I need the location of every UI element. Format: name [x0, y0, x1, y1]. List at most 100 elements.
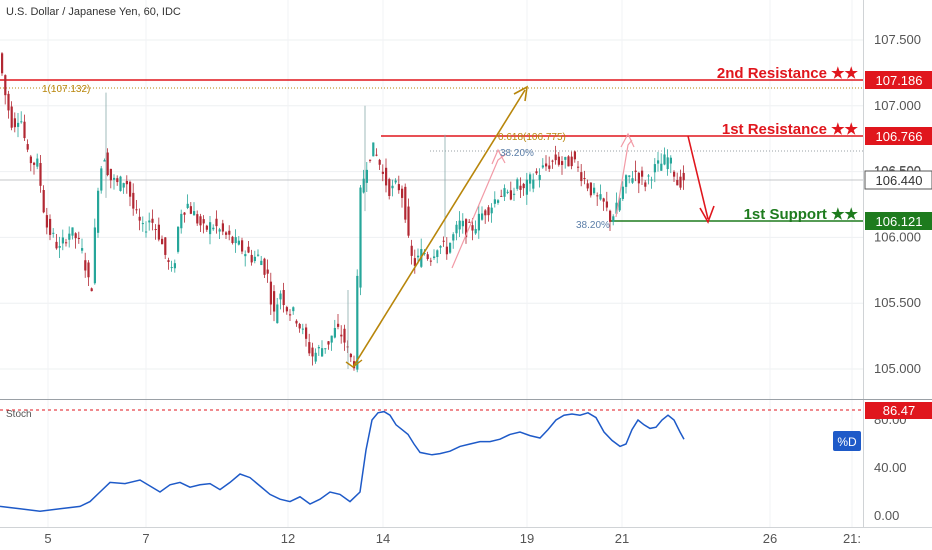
candle-body — [170, 267, 173, 269]
time-tick-label: 21: — [843, 531, 861, 546]
candle-body — [151, 218, 154, 223]
candle-body — [481, 213, 484, 220]
candle-body — [209, 222, 212, 235]
candle-body — [36, 158, 39, 167]
candle-body — [202, 219, 205, 224]
candle-body — [253, 256, 256, 262]
candle-body — [100, 168, 103, 191]
candle-body — [58, 245, 61, 248]
candle-body — [154, 229, 157, 231]
price-axis: 107.500107.000106.500106.000105.500105.0… — [874, 32, 921, 376]
candle-body — [442, 240, 445, 242]
candle-body — [157, 224, 160, 240]
candle-body — [87, 262, 90, 278]
candle-body — [167, 260, 170, 262]
candle-body — [337, 323, 340, 327]
candle-body — [42, 190, 45, 213]
candle-body — [385, 167, 388, 186]
candle-body — [532, 179, 535, 189]
candle-body — [458, 220, 461, 230]
downside-arrow-head — [699, 205, 715, 224]
candle-body — [4, 75, 7, 96]
downside-arrow-line — [687, 135, 709, 220]
candle-body — [81, 248, 84, 251]
candle-body — [461, 220, 464, 227]
candle-body — [653, 164, 656, 173]
candle-body — [125, 180, 128, 185]
candle-body — [583, 177, 586, 179]
candle-body — [20, 121, 23, 123]
candle-body — [369, 159, 372, 161]
candle-body — [301, 328, 304, 330]
candle-body — [349, 353, 352, 358]
candle-body — [193, 211, 196, 216]
candle-body — [554, 154, 557, 161]
stoch-label: Stoch — [6, 409, 32, 420]
price-tick-label: 107.500 — [874, 32, 921, 47]
fib-extension-arrow-line — [352, 89, 526, 368]
candle-body — [327, 341, 330, 345]
candle-body — [570, 156, 573, 167]
candle-body — [625, 175, 628, 187]
candle-body — [666, 157, 669, 170]
price-tick-label: 106.000 — [874, 229, 921, 244]
candle-body — [173, 263, 176, 269]
candle-body — [212, 227, 215, 230]
candle-body — [106, 152, 109, 176]
candle-body — [103, 160, 106, 162]
candle-body — [484, 210, 487, 216]
candle-body — [596, 195, 599, 197]
candle-body — [285, 307, 288, 312]
pink-projection-path-1 — [451, 153, 507, 269]
candle-body — [500, 195, 503, 197]
candle-body — [493, 199, 496, 204]
candle-body — [129, 181, 132, 197]
candle-body — [557, 156, 560, 165]
candle-body — [189, 206, 192, 214]
candle-body — [7, 93, 10, 111]
candle-body — [647, 175, 650, 177]
candle-body — [263, 258, 266, 275]
candle-body — [381, 171, 384, 174]
candle-body — [61, 237, 64, 244]
second-resistance-label: 2nd Resistance ★★ — [717, 65, 859, 82]
candle-body — [561, 161, 564, 165]
candle-body — [580, 172, 583, 182]
candle-body — [593, 187, 596, 194]
candle-body — [388, 179, 391, 196]
candle-body — [77, 237, 80, 239]
candle-body — [545, 163, 548, 167]
candle-body — [292, 307, 295, 312]
candle-body — [525, 179, 528, 195]
candle-body — [468, 221, 471, 223]
stoch-tick-label: 40.00 — [874, 460, 907, 475]
stoch-d-line — [0, 410, 685, 512]
candle-body — [679, 176, 682, 188]
candle-body — [84, 260, 87, 271]
candle-body — [273, 291, 276, 312]
candle-body — [250, 254, 253, 263]
first-support-label: 1st Support ★★ — [744, 206, 859, 223]
second-resistance-price: 107.186 — [876, 73, 923, 88]
candle-body — [365, 169, 368, 183]
percent-d-badge[interactable]: %D — [833, 431, 861, 451]
candle-body — [513, 193, 516, 195]
candle-body — [119, 176, 122, 191]
first-resistance-label: 1st Resistance ★★ — [722, 121, 859, 138]
candle-body — [237, 240, 240, 245]
candle-body — [26, 144, 29, 150]
candle-body — [231, 236, 234, 244]
candle-body — [641, 170, 644, 177]
candle-body — [122, 183, 125, 188]
candle-body — [186, 203, 189, 208]
candle-body — [394, 180, 397, 183]
candle-body — [410, 245, 413, 256]
candle-body — [602, 198, 605, 202]
candle-body — [39, 162, 42, 186]
candle-body — [612, 216, 615, 222]
time-axis: 5 7 12 14 19 21 26 21: — [44, 531, 861, 546]
second-resistance-price-badge: 107.186 — [865, 71, 932, 89]
candle-body — [477, 213, 480, 231]
candle-body — [241, 240, 244, 252]
candle-body — [455, 224, 458, 234]
